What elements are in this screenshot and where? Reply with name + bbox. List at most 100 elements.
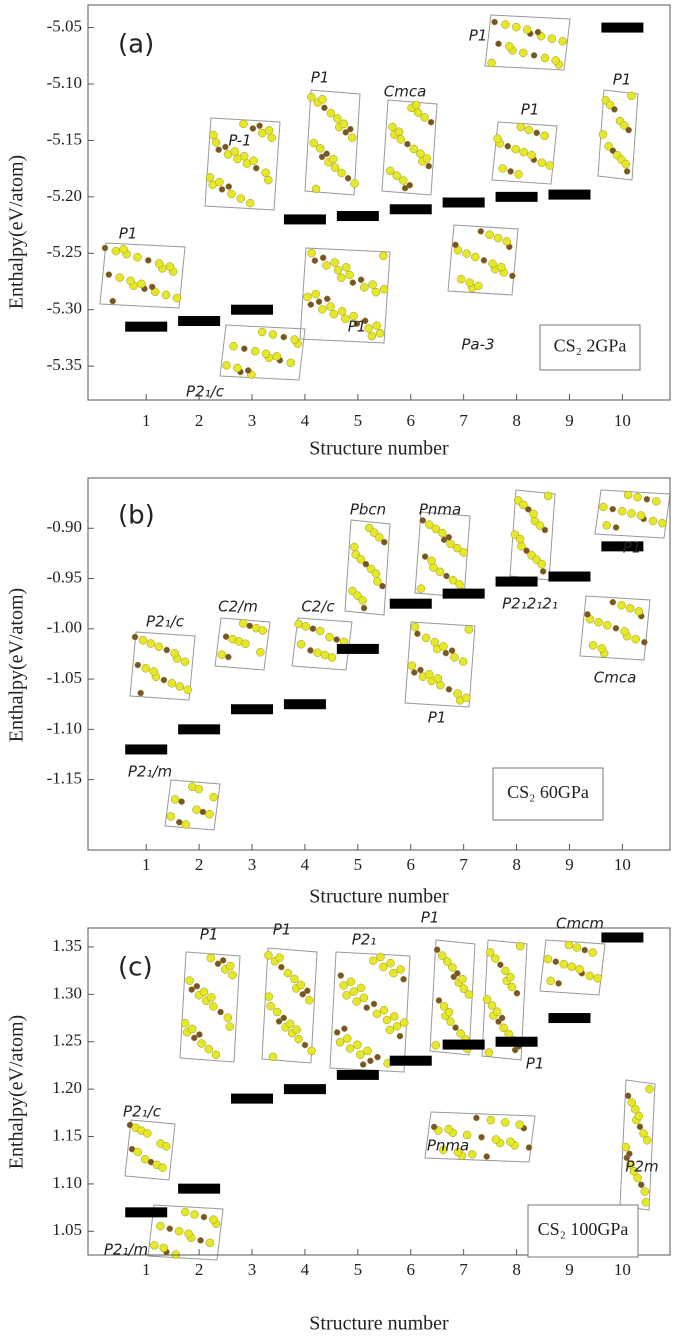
atom [158, 1163, 167, 1172]
energy-level [125, 321, 168, 332]
atom [381, 538, 388, 546]
structure-label: Pnma [419, 501, 461, 519]
atom [396, 135, 406, 144]
atom [296, 980, 306, 990]
atom [443, 957, 452, 966]
atom [209, 1215, 218, 1224]
energy-level [336, 643, 379, 654]
atom [339, 981, 348, 990]
structure-cell [219, 324, 306, 381]
atom [292, 1025, 301, 1034]
atom [519, 147, 528, 157]
atom [435, 567, 445, 577]
atom [414, 630, 421, 637]
atom [215, 177, 224, 187]
y-tick-label: -5.10 [47, 73, 82, 92]
structure-cell [147, 1204, 224, 1261]
atom [507, 982, 517, 992]
atom [322, 261, 331, 270]
note: CS₂ 60GPa [507, 782, 589, 802]
energy-level [548, 189, 591, 200]
atom [547, 34, 557, 43]
atom [370, 1000, 378, 1008]
y-tick-label: -1.00 [47, 618, 82, 637]
atom [515, 941, 525, 951]
x-tick-label: 5 [354, 411, 363, 430]
atom [543, 954, 553, 964]
atom [137, 689, 144, 697]
energy-level [283, 214, 326, 225]
atom [150, 1241, 159, 1250]
energy-level [389, 204, 432, 215]
atom [207, 993, 216, 1002]
atom [272, 1007, 282, 1017]
atom [501, 1118, 510, 1127]
atom [285, 1019, 295, 1029]
atom [530, 52, 538, 59]
atom [368, 956, 378, 965]
energy-level [389, 1055, 432, 1066]
y-axis-title: Enthalpy(eV/atom) [6, 588, 28, 742]
atom [170, 795, 180, 804]
atom [328, 154, 338, 164]
atom [350, 179, 359, 188]
atom [617, 600, 626, 610]
atom [631, 634, 640, 644]
atom [468, 1150, 477, 1159]
atom [421, 553, 429, 560]
atom [101, 244, 109, 252]
atom [180, 1019, 190, 1028]
atom [444, 1124, 453, 1134]
atom [226, 961, 235, 971]
atom [452, 1024, 459, 1031]
atom [315, 298, 323, 305]
atom [119, 244, 128, 254]
atom [267, 133, 276, 142]
atom [115, 273, 124, 282]
y-tick-label: -0.95 [47, 567, 82, 586]
atom [225, 653, 232, 661]
atom [493, 134, 502, 143]
atom [448, 963, 457, 972]
atom [360, 604, 368, 612]
atom [439, 642, 448, 651]
atom [400, 975, 407, 983]
atom [323, 150, 330, 157]
atom [333, 265, 343, 275]
atom [497, 961, 504, 969]
atom [187, 1024, 197, 1034]
structure-cell [491, 121, 558, 185]
atom [172, 293, 182, 303]
atom [199, 808, 207, 816]
atom [261, 168, 270, 178]
atom [385, 1025, 395, 1035]
atom [419, 517, 427, 524]
atom [217, 650, 227, 659]
atom [567, 962, 576, 971]
y-tick-label: -5.35 [47, 355, 82, 374]
atom [307, 301, 315, 308]
atom [511, 144, 520, 154]
atom [623, 168, 631, 175]
atom [275, 953, 284, 962]
atom [315, 144, 325, 153]
energy-level [178, 724, 221, 735]
atom [477, 228, 485, 235]
atom [625, 126, 632, 134]
atom [612, 524, 620, 531]
structure-label: Cmca [384, 83, 427, 101]
energy-level [125, 744, 168, 755]
atom [421, 633, 431, 643]
atom [540, 131, 549, 141]
structure-cell [579, 595, 651, 661]
atom [141, 1155, 150, 1164]
y-tick-label: 1.20 [52, 1078, 82, 1097]
atom [218, 186, 226, 193]
structure-cell [481, 939, 528, 1061]
atom [410, 622, 420, 632]
atom [609, 505, 616, 513]
atom [345, 1044, 355, 1053]
atom [311, 289, 320, 299]
atom [246, 622, 253, 630]
x-tick-label: 9 [565, 1260, 574, 1279]
